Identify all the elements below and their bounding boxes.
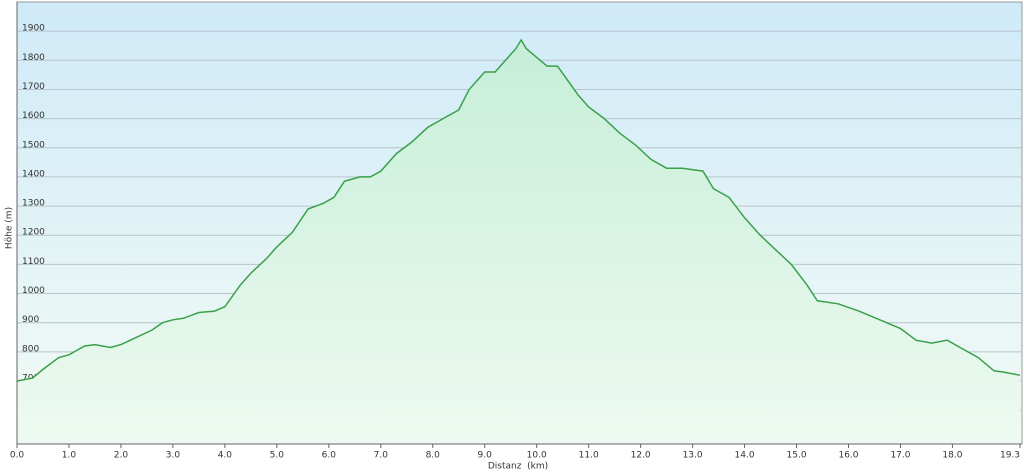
y-tick-label: 1400 — [22, 169, 45, 179]
x-tick-label: 3.0 — [166, 451, 181, 461]
y-tick-label: 800 — [22, 344, 39, 354]
x-tick-label: 9.0 — [478, 451, 493, 461]
x-tick-label: 18.0 — [942, 451, 962, 461]
x-tick-label: 8.0 — [426, 451, 441, 461]
x-tick-label: 19.3 — [1000, 451, 1020, 461]
y-tick-label: 1100 — [22, 257, 45, 267]
x-tick-label: 1.0 — [62, 451, 77, 461]
x-tick-label: 13.0 — [683, 451, 703, 461]
x-tick-label: 4.0 — [218, 451, 233, 461]
x-axis-title: Distanz (km) — [488, 462, 548, 472]
y-tick-label: 1500 — [22, 140, 45, 150]
y-axis-title: Höhe (m) — [5, 207, 15, 249]
y-tick-label: 1800 — [22, 53, 45, 63]
x-tick-label: 6.0 — [322, 451, 337, 461]
y-tick-label: 1700 — [22, 82, 45, 92]
x-tick-label: 16.0 — [838, 451, 858, 461]
x-tick-label: 11.0 — [579, 451, 599, 461]
x-tick-label: 17.0 — [890, 451, 910, 461]
y-tick-label: 900 — [22, 315, 39, 325]
y-tick-label: 1900 — [22, 24, 45, 34]
area — [17, 39, 1020, 445]
x-tick-label: 15.0 — [787, 451, 807, 461]
x-tick-label: 7.0 — [374, 451, 389, 461]
x-tick-label: 14.0 — [735, 451, 755, 461]
y-tick-label: 1300 — [22, 199, 45, 209]
y-tick-label: 1600 — [22, 111, 45, 121]
line — [16, 38, 1021, 382]
x-tick-label: 0.0 — [10, 451, 25, 461]
x-tick-label: 12.0 — [631, 451, 651, 461]
x-tick-label: 10.0 — [527, 451, 547, 461]
x-tick-label: 5.0 — [270, 451, 285, 461]
y-tick-label: 1200 — [22, 228, 45, 238]
y-tick-label: 1000 — [22, 286, 45, 296]
x-tick-label: 2.0 — [114, 451, 129, 461]
